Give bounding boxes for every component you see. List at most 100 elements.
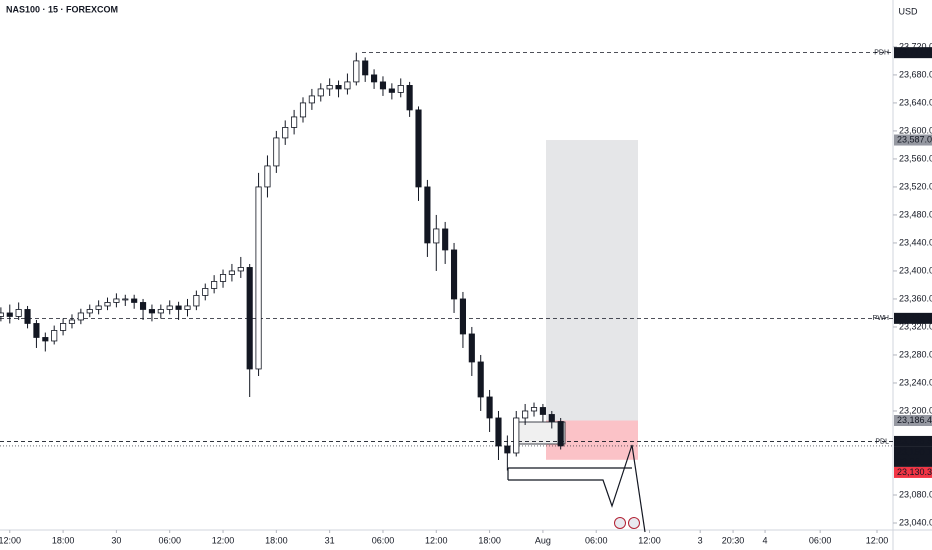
event-flag[interactable] (628, 517, 640, 529)
event-flag[interactable] (614, 517, 626, 529)
level-name: PWH (873, 315, 889, 322)
chart-title: NAS100 · 15 · FOREXCOM (6, 4, 118, 14)
candle-body (442, 228, 449, 251)
candle-body (273, 137, 280, 167)
x-tick-label: 12:00 (212, 535, 235, 545)
candle-body (15, 309, 22, 317)
candle-body (255, 186, 262, 370)
candle-body (450, 249, 458, 300)
x-tick-label: 12:00 (425, 535, 448, 545)
price-label-bg (894, 446, 932, 467)
candle-body (264, 165, 271, 188)
candle-body (433, 228, 440, 244)
price-label-bg (894, 134, 932, 146)
candle-body (513, 417, 520, 454)
x-tick-label: 06:00 (158, 535, 181, 545)
x-tick-label: 18:00 (265, 535, 288, 545)
range-box (514, 421, 566, 445)
y-tick-label: 23,600.0 (899, 125, 932, 135)
candle-body (68, 319, 76, 324)
candle-body (122, 298, 129, 301)
y-tick-label: 23,520.0 (899, 181, 932, 191)
y-tick-label: 23,640.0 (899, 97, 932, 107)
price-label: 23,711.8 (897, 47, 931, 57)
candle-body (166, 305, 173, 310)
x-tick-label: 4 (763, 535, 768, 545)
candle-body (202, 288, 209, 296)
price-label: 23,130.3 (897, 467, 932, 477)
y-tick-label: 23,280.0 (899, 349, 932, 359)
x-tick-label: 20:30 (722, 535, 745, 545)
candle-body (77, 312, 84, 321)
y-tick-label: 23,720.0 (899, 41, 932, 51)
projection-path (508, 444, 646, 533)
x-tick-label: 31 (325, 535, 335, 545)
x-tick-label: 30 (111, 535, 121, 545)
candle-body (459, 298, 467, 335)
candle-body (95, 305, 102, 310)
candle-body (317, 88, 324, 97)
candle-body (246, 267, 253, 370)
candle-body (104, 302, 111, 307)
candle-body (388, 88, 395, 93)
candle-body (131, 298, 138, 303)
candle-body (530, 407, 538, 412)
x-tick-label: 12:00 (866, 535, 889, 545)
candle-body (539, 407, 546, 415)
candle-body (148, 309, 156, 314)
candle-body (157, 309, 164, 314)
candle-body (371, 74, 378, 83)
price-label-bg (894, 312, 932, 324)
candle-body (33, 323, 40, 338)
candle-body (24, 309, 31, 324)
candle-body (557, 421, 564, 447)
candle-body (379, 81, 387, 90)
y-tick-label: 23,400.0 (899, 265, 932, 275)
candle-body (486, 396, 493, 419)
x-tick-label: 06:00 (372, 535, 395, 545)
candle-body (504, 445, 511, 454)
countdown-label: 03:36 (897, 456, 920, 466)
x-tick-label: 18:00 (478, 535, 501, 545)
candle-body (477, 361, 484, 398)
y-tick-label: 23,560.0 (899, 153, 932, 163)
candle-body (237, 267, 244, 272)
candle-body (468, 333, 475, 363)
price-label-bg (894, 466, 932, 478)
candle-body (228, 270, 235, 275)
x-tick-label: 12:00 (0, 535, 21, 545)
candle-body (86, 309, 93, 314)
y-tick-label: 23,240.0 (899, 377, 932, 387)
candle-body (291, 116, 298, 128)
y-tick-label: 23,200.0 (899, 405, 932, 415)
candle-body (60, 323, 67, 331)
candle-body (406, 85, 413, 111)
candle-body (6, 312, 13, 317)
candle-body (344, 81, 351, 90)
candle-body (139, 302, 147, 310)
x-tick-label: Aug (535, 535, 551, 545)
level-name: PDH (874, 49, 889, 56)
price-label-bg (894, 47, 932, 59)
price-label-bg (894, 435, 932, 447)
candle-body (495, 417, 502, 447)
candle-body (51, 330, 58, 342)
candle-body (299, 102, 307, 118)
x-tick-label: 12:00 (638, 535, 661, 545)
candle-body (282, 127, 289, 139)
price-label: 23,587.0 (897, 134, 932, 144)
candle-body (193, 295, 200, 307)
y-tick-label: 23,440.0 (899, 237, 932, 247)
drawings (507, 421, 646, 533)
x-tick-label: 3 (698, 535, 703, 545)
candle-body (175, 305, 182, 310)
candle-body (42, 337, 49, 342)
level-name: PDL (875, 438, 889, 445)
candle-body (184, 305, 191, 310)
price-label-bg (894, 414, 932, 426)
candle-body (308, 95, 315, 104)
candle-body (353, 60, 360, 83)
x-tick-label: 06:00 (809, 535, 832, 545)
